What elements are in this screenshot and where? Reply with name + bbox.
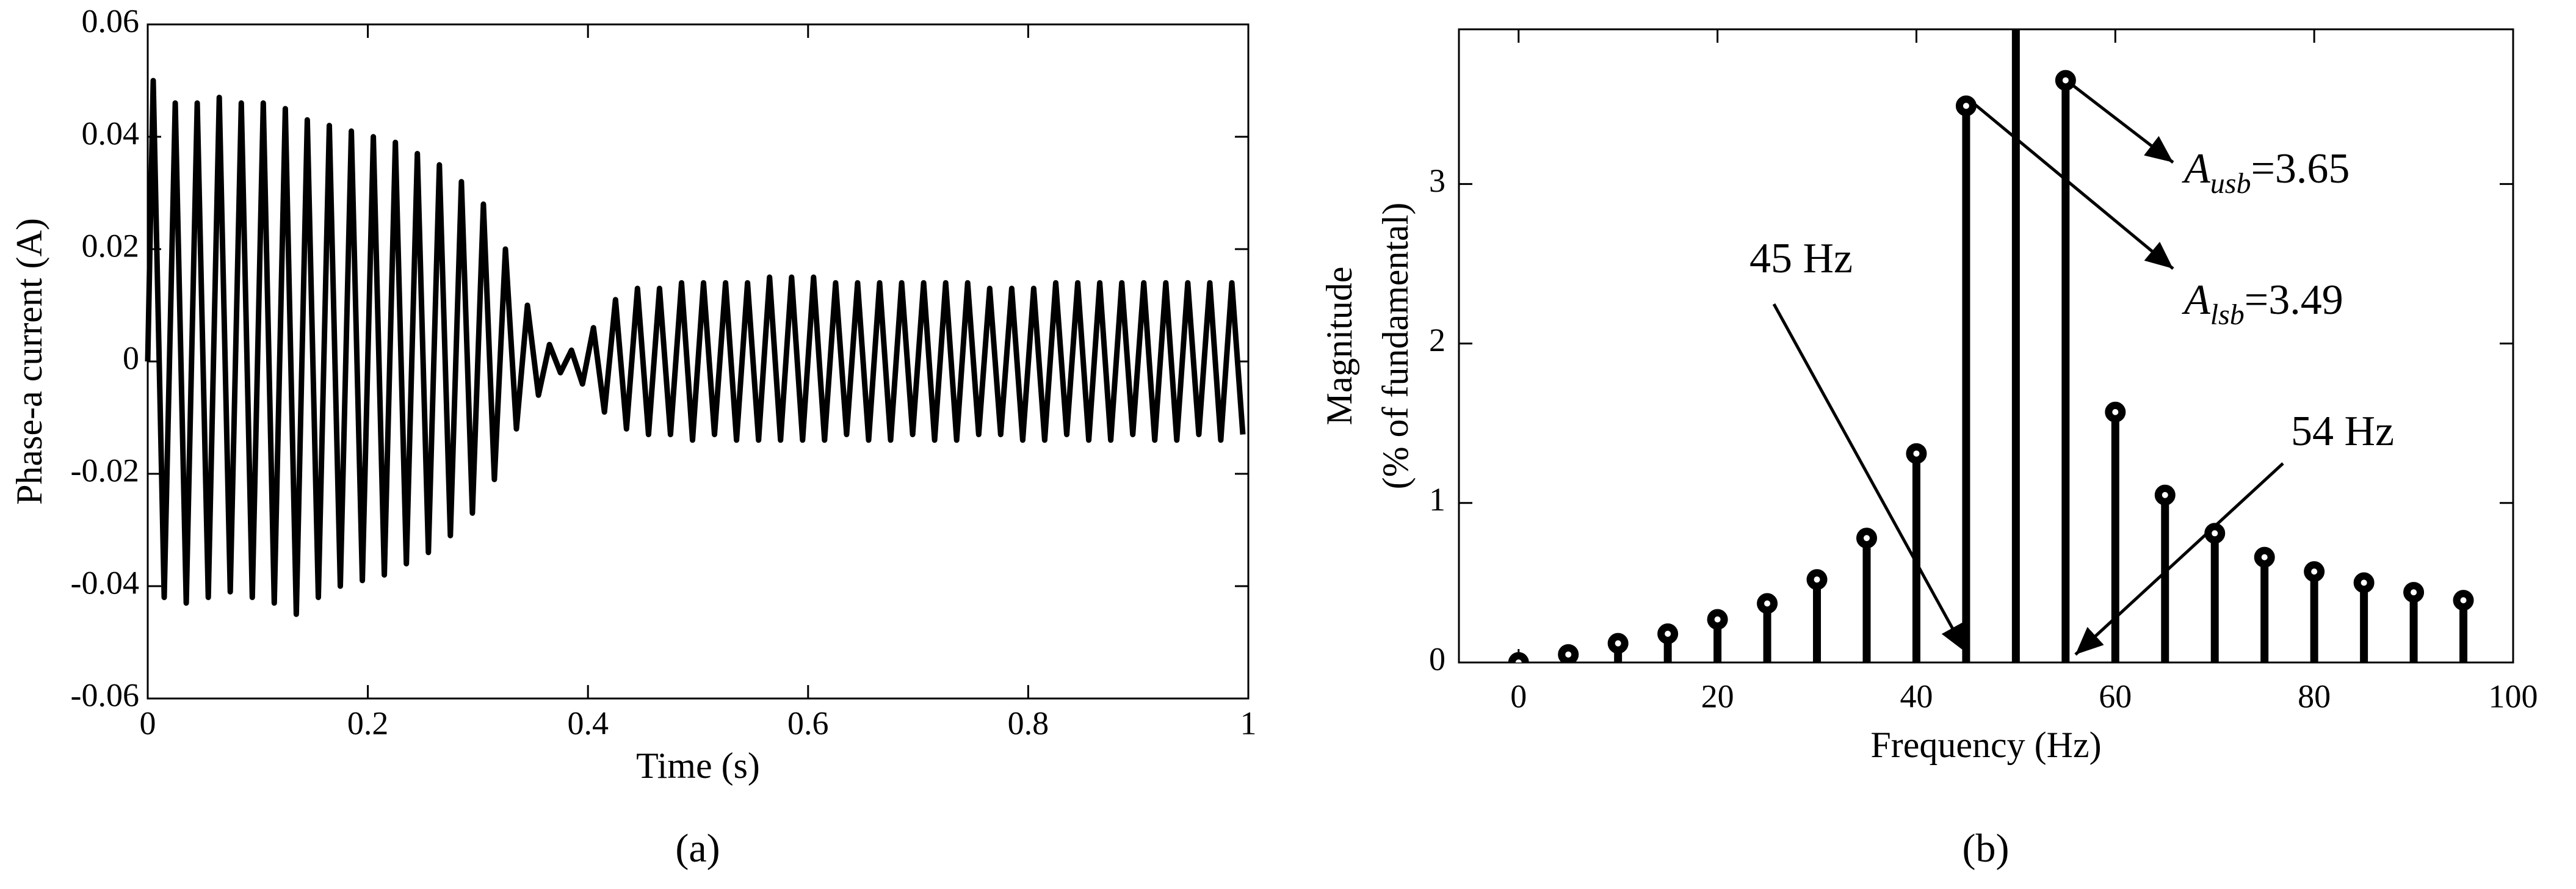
- stem-marker: [1806, 569, 1828, 590]
- annotation: Alsb=3.49: [2182, 277, 2343, 331]
- annotation-subscript: usb: [2210, 167, 2251, 200]
- stem-marker: [2304, 561, 2325, 582]
- annotation-text: 54 Hz: [2291, 408, 2394, 455]
- stem-marker: [1508, 652, 1529, 662]
- arrow: [1772, 303, 1967, 653]
- stem-marker: [1955, 95, 1977, 117]
- stem-marker: [2055, 70, 2076, 91]
- annotation-text: 45 Hz: [1749, 235, 1853, 282]
- stem-marker: [2453, 590, 2474, 611]
- y-axis-label: (% of fundamental): [1375, 203, 1416, 490]
- y-tick-label: 0.04: [82, 115, 140, 151]
- x-tick-label: 0: [140, 705, 156, 741]
- stem-marker: [1856, 528, 1877, 549]
- plot-frame: [1458, 28, 2514, 664]
- stem-marker: [2254, 546, 2275, 568]
- current-line: [145, 78, 1246, 617]
- stem-marker: [1757, 593, 1778, 614]
- y-tick-label: 1: [1429, 481, 1445, 518]
- y-tick-label: 0: [1429, 640, 1445, 677]
- y-axis-label: Phase-a current (A): [9, 218, 49, 505]
- x-tick-label: 0: [1510, 678, 1527, 714]
- panel-caption: (b): [1963, 826, 2010, 871]
- x-tick-label: 0.6: [787, 705, 829, 741]
- y-tick-label: 3: [1429, 162, 1445, 199]
- stem-marker: [1657, 623, 1679, 644]
- plot-area: [145, 78, 1246, 617]
- x-tick-label: 0.2: [347, 705, 389, 741]
- stem-marker: [2403, 582, 2425, 603]
- stem-marker: [1607, 633, 1629, 654]
- annotation-text: A: [2182, 145, 2210, 192]
- x-tick-label: 1: [1240, 705, 1257, 741]
- x-axis-label: Time (s): [636, 746, 760, 786]
- x-tick-label: 0.8: [1008, 705, 1049, 741]
- x-tick-label: 60: [2099, 678, 2132, 714]
- x-axis-label: Frequency (Hz): [1870, 725, 2101, 765]
- stem-marker: [2353, 572, 2375, 593]
- y-tick-label: -0.06: [71, 677, 139, 713]
- x-tick-label: 0.4: [567, 705, 609, 741]
- y-tick-label: -0.02: [71, 452, 139, 488]
- y-tick-label: 0.06: [82, 2, 140, 39]
- annotation-value: =3.65: [2251, 145, 2350, 192]
- annotation-value: =3.49: [2245, 277, 2343, 324]
- x-tick-label: 100: [2489, 678, 2538, 714]
- y-tick-label: -0.04: [71, 564, 139, 601]
- annotation-text: A: [2182, 277, 2210, 324]
- panel-caption: (a): [675, 826, 720, 871]
- arrow: [2072, 84, 2174, 164]
- y-axis-label: Magnitude: [1319, 267, 1359, 426]
- annotation: Ausb=3.65: [2182, 145, 2350, 200]
- x-tick-label: 20: [1701, 678, 1734, 714]
- x-tick-label: 80: [2298, 678, 2331, 714]
- annotation-arrows: [1772, 84, 2284, 656]
- annotation: 45 Hz: [1749, 235, 1853, 282]
- annotation: 54 Hz: [2291, 408, 2394, 455]
- stem-marker: [2105, 401, 2126, 423]
- arrow: [1973, 103, 2174, 270]
- y-tick-label: 0: [123, 339, 139, 376]
- plot-area: [1508, 29, 2474, 662]
- stem-marker: [1707, 609, 1728, 630]
- stem-marker: [1906, 443, 1927, 464]
- stem-marker: [2154, 484, 2176, 506]
- stem-marker: [1558, 644, 1579, 662]
- x-tick-label: 40: [1900, 678, 1933, 714]
- arrow: [2074, 462, 2284, 656]
- stem-marker: [2204, 523, 2226, 544]
- y-tick-label: 2: [1429, 322, 1445, 358]
- annotation-subscript: lsb: [2210, 299, 2245, 331]
- y-tick-label: 0.02: [82, 227, 140, 264]
